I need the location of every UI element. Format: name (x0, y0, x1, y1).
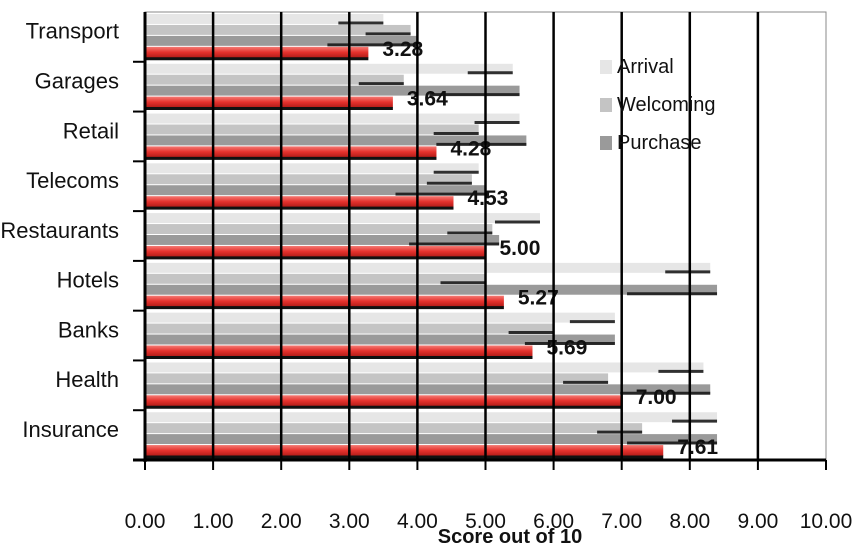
bar-purchase-garages (145, 85, 520, 96)
category-label-health: Health (55, 367, 119, 392)
x-tick-label: 6.00 (533, 510, 574, 533)
value-label-transport: 3.28 (382, 38, 423, 61)
x-tick-label: 7.00 (601, 510, 642, 533)
bar-welcoming-hotels (145, 273, 486, 284)
bar-overall-health (145, 395, 622, 407)
x-tick-label: 2.00 (261, 510, 302, 533)
bar-arrival-transport (145, 14, 384, 24)
category-label-banks: Banks (58, 317, 119, 342)
category-label-garages: Garages (35, 68, 119, 93)
bar-welcoming-garages (145, 74, 404, 85)
x-tick-label: 3.00 (329, 510, 370, 533)
bar-arrival-restaurants (145, 213, 540, 224)
value-label-hotels: 5.27 (518, 287, 559, 310)
category-label-hotels: Hotels (57, 268, 119, 293)
bar-overall-banks (145, 345, 533, 357)
bar-purchase-retail (145, 135, 527, 146)
category-label-retail: Retail (63, 118, 119, 143)
category-label-insurance: Insurance (22, 417, 119, 442)
bar-arrival-hotels (145, 262, 711, 273)
x-tick-label: 1.00 (193, 510, 234, 533)
legend-swatch-arrival (600, 60, 612, 74)
bar-purchase-banks (145, 334, 615, 345)
bar-arrival-health (145, 362, 704, 373)
value-label-telecoms: 4.53 (467, 187, 508, 210)
bar-welcoming-transport (145, 24, 411, 35)
legend-label-purchase: Purchase (617, 132, 702, 154)
bar-purchase-hotels (145, 284, 718, 295)
category-label-telecoms: Telecoms (26, 168, 119, 193)
bar-purchase-insurance (145, 434, 718, 445)
legend-label-welcoming: Welcoming (617, 94, 716, 116)
bar-overall-restaurants (145, 245, 486, 257)
bar-overall-garages (145, 96, 393, 108)
bar-arrival-banks (145, 312, 615, 323)
bar-welcoming-insurance (145, 423, 643, 434)
value-label-retail: 4.28 (450, 137, 491, 160)
x-axis-label: Score out of 10 (438, 526, 582, 546)
x-tick-label: 10.00 (800, 510, 853, 533)
value-label-health: 7.00 (636, 386, 677, 409)
x-tick-label: 8.00 (669, 510, 710, 533)
bar-welcoming-health (145, 373, 609, 384)
bar-welcoming-telecoms (145, 174, 472, 185)
value-label-restaurants: 5.00 (500, 237, 541, 260)
value-label-insurance: 7.61 (677, 436, 718, 459)
value-label-garages: 3.64 (407, 88, 448, 111)
x-tick-label: 0.00 (125, 510, 166, 533)
bar-overall-retail (145, 146, 437, 158)
bar-welcoming-restaurants (145, 224, 493, 234)
x-tick-label: 5.00 (465, 510, 506, 533)
bar-overall-hotels (145, 295, 504, 307)
bar-overall-transport (145, 46, 369, 58)
category-label-restaurants: Restaurants (0, 218, 119, 243)
x-tick-label: 4.00 (397, 510, 438, 533)
legend-swatch-welcoming (600, 98, 612, 112)
value-label-banks: 5.69 (546, 336, 587, 359)
bar-purchase-restaurants (145, 235, 500, 245)
bar-purchase-telecoms (145, 185, 486, 196)
bar-overall-telecoms (145, 196, 454, 208)
legend-label-arrival: Arrival (617, 56, 674, 78)
bar-welcoming-retail (145, 124, 479, 135)
bar-arrival-insurance (145, 412, 718, 423)
legend-swatch-purchase (600, 136, 612, 150)
bar-overall-insurance (145, 445, 664, 456)
category-label-transport: Transport (26, 19, 119, 44)
x-tick-label: 9.00 (737, 510, 778, 533)
bar-arrival-retail (145, 113, 520, 124)
bar-arrival-garages (145, 63, 513, 74)
bar-purchase-health (145, 384, 711, 395)
bar-arrival-telecoms (145, 163, 479, 174)
